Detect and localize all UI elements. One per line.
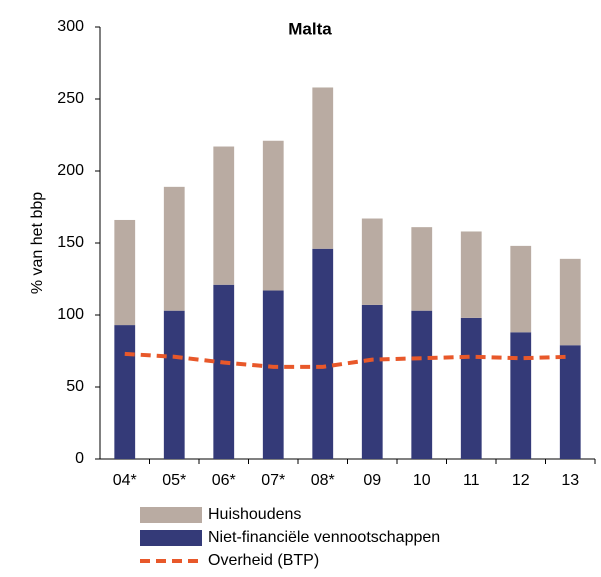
y-tick-label: 250	[57, 90, 84, 107]
line-series	[124, 351, 571, 369]
x-tick-label: 09	[363, 472, 381, 489]
x-tick-label: 10	[413, 472, 431, 489]
legend-label: Overheid (BTP)	[208, 552, 319, 569]
bar	[510, 245, 532, 333]
bar	[460, 231, 482, 318]
y-tick-label: 200	[57, 162, 84, 179]
bar	[163, 186, 185, 311]
legend-label: Huishoudens	[208, 506, 301, 523]
bar	[262, 290, 284, 459]
y-tick-label: 0	[75, 450, 84, 467]
legend-swatch	[140, 530, 202, 546]
x-tick-label: 13	[561, 472, 579, 489]
x-tick-label: 07*	[261, 472, 285, 489]
bar	[460, 317, 482, 459]
y-axis-label: % van het bbp	[29, 192, 46, 294]
bar	[163, 310, 185, 459]
x-tick-label: 08*	[311, 472, 335, 489]
x-tick-label: 11	[463, 472, 480, 489]
y-tick-label: 300	[57, 18, 84, 35]
bar	[213, 146, 235, 285]
bar	[213, 284, 235, 459]
bar	[312, 248, 334, 459]
bar	[361, 304, 383, 459]
x-tick-label: 12	[512, 472, 530, 489]
chart-title: Malta	[288, 19, 332, 38]
bar	[559, 258, 581, 346]
y-tick-label: 100	[57, 306, 84, 323]
bar	[411, 227, 433, 311]
bar	[312, 87, 334, 249]
bar	[510, 332, 532, 459]
legend-label: Niet-financiële vennootschappen	[208, 529, 440, 546]
x-tick-label: 05*	[162, 472, 186, 489]
bar	[361, 218, 383, 305]
bar	[559, 345, 581, 459]
bar	[114, 325, 136, 459]
x-tick-label: 06*	[212, 472, 236, 489]
x-tick-label: 04*	[113, 472, 137, 489]
bar	[114, 219, 136, 326]
y-tick-label: 150	[57, 234, 84, 251]
bar	[262, 140, 284, 291]
bar	[411, 310, 433, 459]
legend-swatch	[140, 507, 202, 523]
y-tick-label: 50	[66, 378, 84, 395]
